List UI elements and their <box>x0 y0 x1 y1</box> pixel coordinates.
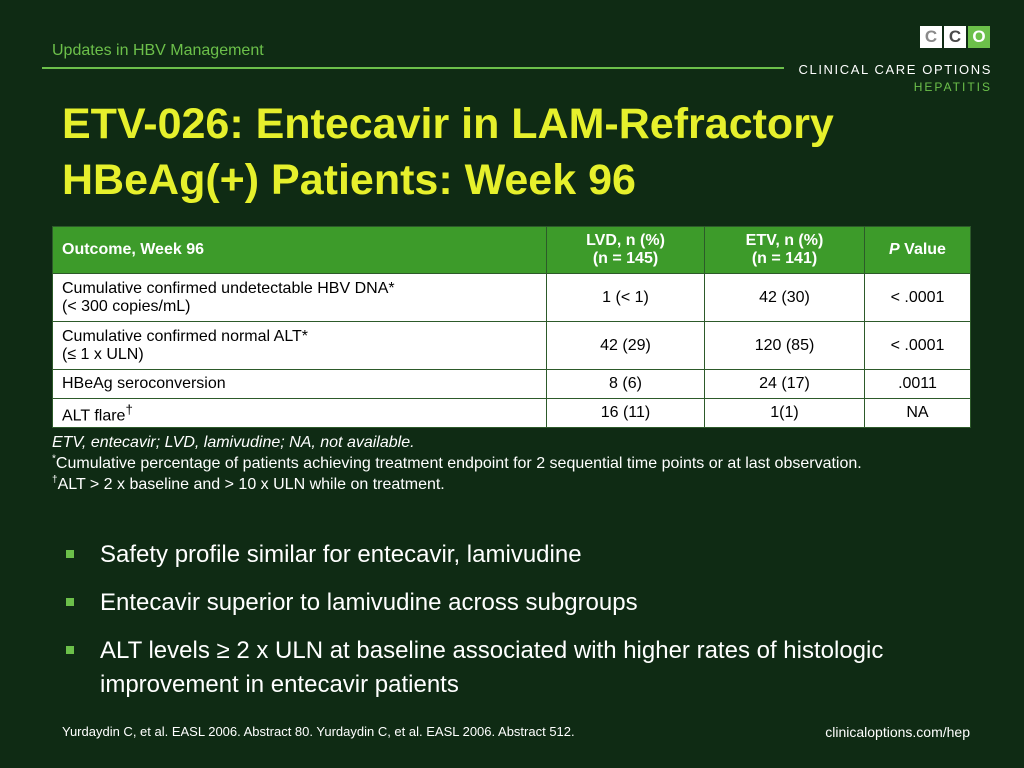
header-etv-line1: ETV, n (%) <box>745 232 824 249</box>
outcome-line1: ALT flare <box>62 407 126 425</box>
bullet-item: ALT levels ≥ 2 x ULN at baseline associa… <box>62 634 942 702</box>
header-lvd-line2: (n = 145) <box>592 250 659 267</box>
bullet-text: Safety profile similar for entecavir, la… <box>100 541 582 568</box>
table-row: ALT flare† 16 (11) 1(1) NA <box>52 397 971 429</box>
footer-url[interactable]: clinicaloptions.com/hep <box>825 724 970 740</box>
bullet-square-icon <box>66 646 74 654</box>
outcome-line1: Cumulative confirmed normal ALT* <box>62 327 309 345</box>
logo-mark-letter: O <box>968 26 990 48</box>
footnote-1: *Cumulative percentage of patients achie… <box>52 453 972 474</box>
header-lvd: LVD, n (%) (n = 145) <box>546 226 705 274</box>
header-title: Updates in HBV Management <box>52 42 264 59</box>
bullet-square-icon <box>66 550 74 558</box>
footnote-2: †ALT > 2 x baseline and > 10 x ULN while… <box>52 474 972 495</box>
logo-mark: C C O <box>920 26 990 48</box>
abbreviations-note: ETV, entecavir; LVD, lamivudine; NA, not… <box>52 434 415 451</box>
footnote-2-mark: † <box>52 474 58 486</box>
results-table: Outcome, Week 96 LVD, n (%) (n = 145) ET… <box>52 226 971 429</box>
bullet-text: ALT levels ≥ 2 x ULN at baseline associa… <box>100 637 884 698</box>
cell-p: .0011 <box>864 369 971 399</box>
header-p-value: P Value <box>864 226 971 274</box>
logo: C C O CLINICAL CARE OPTIONS HEPATITIS <box>798 24 992 96</box>
bullet-text: Entecavir superior to lamivudine across … <box>100 589 638 616</box>
header-rule <box>42 67 784 69</box>
bullet-item: Safety profile similar for entecavir, la… <box>62 538 942 572</box>
logo-name: CLINICAL CARE OPTIONS <box>798 62 992 77</box>
header-lvd-line1: LVD, n (%) <box>586 232 665 249</box>
bullet-item: Entecavir superior to lamivudine across … <box>62 586 942 620</box>
cell-outcome: Cumulative confirmed normal ALT* (≤ 1 x … <box>52 321 547 370</box>
cell-lvd: 1 (< 1) <box>546 273 705 322</box>
cell-p: NA <box>864 397 971 429</box>
header-outcome: Outcome, Week 96 <box>52 226 547 274</box>
slide-title-line1: ETV-026: Entecavir in LAM-Refractory <box>62 100 834 148</box>
cell-outcome: Cumulative confirmed undetectable HBV DN… <box>52 273 547 322</box>
logo-mark-letter: C <box>944 26 966 48</box>
slide-title-line2: HBeAg(+) Patients: Week 96 <box>62 156 636 204</box>
cell-etv: 1(1) <box>704 397 865 429</box>
cell-outcome: HBeAg seroconversion <box>52 369 547 399</box>
table-row: Cumulative confirmed normal ALT* (≤ 1 x … <box>52 321 971 370</box>
logo-subtitle: HEPATITIS <box>913 80 992 94</box>
table-row: HBeAg seroconversion 8 (6) 24 (17) .0011 <box>52 369 971 399</box>
footnote-1-text: Cumulative percentage of patients achiev… <box>55 455 862 472</box>
slide-title: ETV-026: Entecavir in LAM-Refractory HBe… <box>62 96 982 208</box>
cell-outcome: ALT flare† <box>52 397 547 429</box>
cell-p: < .0001 <box>864 273 971 322</box>
cell-etv: 42 (30) <box>704 273 865 322</box>
header-etv-line2: (n = 141) <box>751 250 818 267</box>
table-row: Cumulative confirmed undetectable HBV DN… <box>52 273 971 322</box>
logo-mark-letter: C <box>920 26 942 48</box>
cell-etv: 24 (17) <box>704 369 865 399</box>
cell-lvd: 16 (11) <box>546 397 705 429</box>
cell-p: < .0001 <box>864 321 971 370</box>
footnote-2-text: ALT > 2 x baseline and > 10 x ULN while … <box>57 476 445 493</box>
footnote-1-mark: * <box>52 453 56 465</box>
cell-lvd: 42 (29) <box>546 321 705 370</box>
header-p-rest: Value <box>899 241 946 258</box>
outcome-line1: Cumulative confirmed undetectable HBV DN… <box>62 279 395 297</box>
cell-etv: 120 (85) <box>704 321 865 370</box>
header-p-italic: P <box>889 241 900 258</box>
table-notes: ETV, entecavir; LVD, lamivudine; NA, not… <box>52 432 972 495</box>
cell-lvd: 8 (6) <box>546 369 705 399</box>
outcome-line2: (< 300 copies/mL) <box>62 297 191 315</box>
table-header-row: Outcome, Week 96 LVD, n (%) (n = 145) ET… <box>52 226 971 274</box>
outcome-line2: (≤ 1 x ULN) <box>62 345 144 363</box>
bullet-square-icon <box>66 598 74 606</box>
dagger-mark: † <box>125 402 133 417</box>
footer-citation: Yurdaydin C, et al. EASL 2006. Abstract … <box>62 724 575 739</box>
bullet-list: Safety profile similar for entecavir, la… <box>62 538 942 716</box>
header-etv: ETV, n (%) (n = 141) <box>704 226 865 274</box>
